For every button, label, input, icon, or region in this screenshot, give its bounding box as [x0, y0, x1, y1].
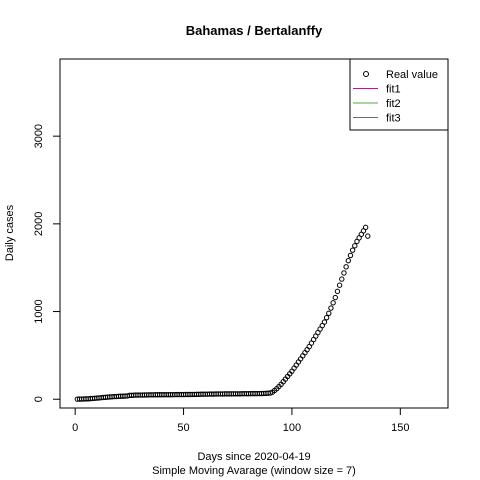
data-point — [343, 264, 349, 270]
data-point — [339, 276, 345, 282]
data-point — [352, 243, 358, 249]
data-point — [330, 300, 336, 306]
x-axis-label: Days since 2020-04-19 — [197, 451, 310, 463]
x-tick-label: 0 — [72, 422, 78, 434]
data-point — [349, 247, 356, 253]
data-point — [332, 294, 338, 301]
y-tick-label: 3000 — [33, 124, 45, 148]
x-tick-label: 100 — [283, 422, 301, 434]
y-tick-label: 1000 — [33, 299, 45, 323]
data-point — [326, 310, 332, 316]
legend-label: fit1 — [386, 84, 401, 96]
legend: Real value fit1 fit2 fit3 — [349, 58, 449, 131]
data-point — [365, 233, 371, 239]
data-point — [328, 305, 334, 311]
x-tick-label: 150 — [391, 422, 409, 434]
real-value-points — [74, 224, 371, 402]
legend-marker — [363, 71, 369, 77]
legend-label: Real value — [386, 69, 438, 81]
x-tick-label: 50 — [177, 422, 189, 434]
chart-title: Bahamas / Bertalanffy — [186, 23, 323, 38]
y-tick-label: 0 — [33, 396, 45, 402]
y-axis: 0 1000 2000 3000 — [33, 124, 61, 402]
data-point — [341, 270, 347, 276]
legend-label: fit2 — [386, 98, 401, 110]
y-axis-label: Daily cases — [4, 204, 16, 261]
data-point — [334, 288, 341, 295]
data-point — [362, 224, 369, 231]
legend-label: fit3 — [386, 113, 401, 125]
x-axis: 0 50 100 150 — [72, 407, 409, 434]
data-point — [321, 319, 328, 325]
data-point — [323, 314, 330, 321]
chart-subtitle: Simple Moving Avarage (window size = 7) — [152, 465, 356, 477]
data-point — [347, 252, 354, 259]
legend-box — [349, 58, 449, 131]
data-point — [345, 257, 351, 264]
y-tick-label: 2000 — [33, 212, 45, 236]
data-point — [336, 282, 343, 288]
